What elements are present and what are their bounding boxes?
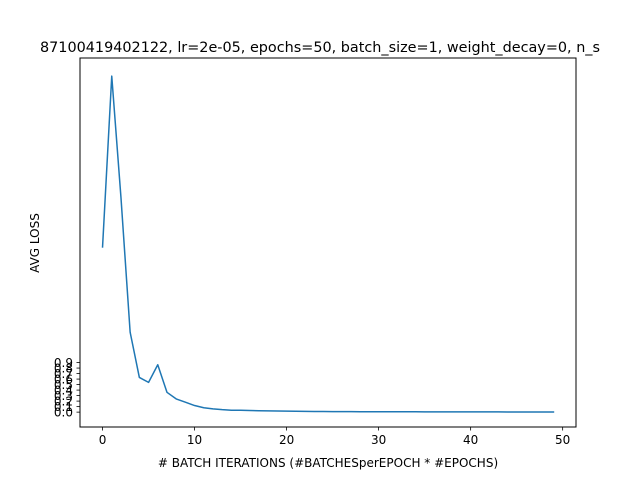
axes-frame — [79, 57, 577, 428]
x-tick-label: 0 — [99, 433, 107, 447]
x-axis: 0 10 20 30 40 50 — [99, 427, 570, 447]
x-tick-label: 50 — [555, 433, 570, 447]
y-tick-label: 0.7 — [54, 367, 73, 381]
y-tick-label: 0.8 — [54, 361, 73, 375]
x-tick-label: 40 — [463, 433, 478, 447]
y-tick-label: 0.0 — [54, 405, 73, 419]
x-tick-label: 10 — [187, 433, 202, 447]
y-tick-label: 0.9 — [54, 356, 73, 370]
x-tick-label: 30 — [371, 433, 386, 447]
y-tick-label: 0.4 — [54, 383, 73, 397]
y-tick-label: 0.3 — [54, 389, 73, 403]
y-axis-label: AVG LOSS — [28, 213, 42, 273]
chart-title: 87100419402122, lr=2e-05, epochs=50, bat… — [40, 40, 600, 56]
x-axis-label: # BATCH ITERATIONS (#BATCHESperEPOCH * #… — [158, 456, 498, 470]
loss-series-line — [101, 75, 555, 413]
y-tick-label: 0.2 — [54, 394, 73, 408]
y-axis: 0.00.10.20.30.40.50.60.70.80.9 — [54, 356, 80, 419]
y-tick-label: 0.1 — [54, 400, 73, 414]
x-tick-label: 20 — [279, 433, 294, 447]
y-tick-label: 0.6 — [54, 372, 73, 386]
plot-area — [101, 75, 555, 413]
y-tick-label: 0.5 — [54, 378, 73, 392]
